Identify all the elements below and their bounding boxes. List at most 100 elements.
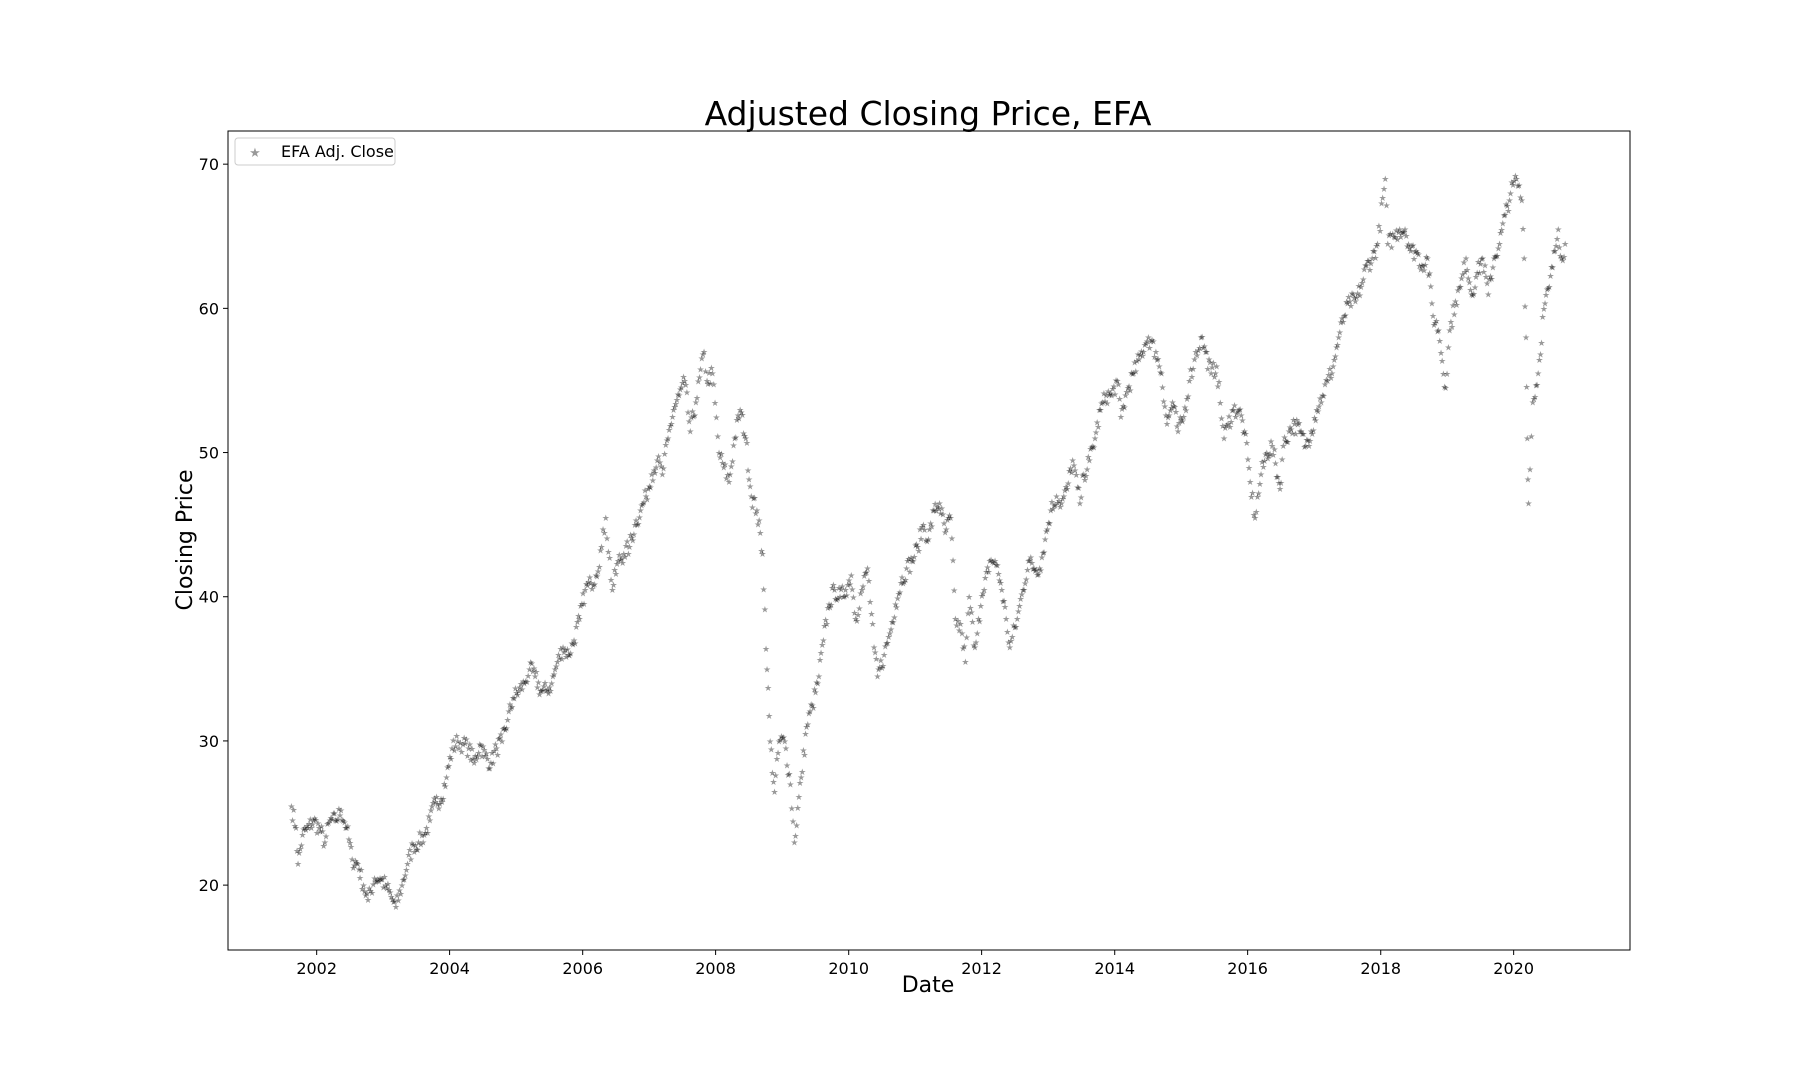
data-point-fill: ★ — [517, 680, 525, 690]
chart-title: Adjusted Closing Price, EFA — [705, 94, 1152, 133]
data-point-fill: ★ — [1411, 248, 1419, 258]
data-point-fill: ★ — [408, 840, 416, 850]
data-point-fill: ★ — [944, 514, 952, 524]
data-point-fill: ★ — [495, 735, 503, 745]
data-point-fill: ★ — [586, 573, 594, 583]
data-point-fill: ★ — [345, 836, 353, 846]
data-point-fill: ★ — [322, 833, 330, 843]
data-point-fill: ★ — [800, 751, 808, 761]
data-point-fill: ★ — [1449, 302, 1457, 312]
data-point-fill: ★ — [1270, 446, 1278, 456]
data-point-fill: ★ — [1511, 172, 1519, 182]
data-point-fill: ★ — [347, 843, 355, 853]
data-point-fill: ★ — [352, 857, 360, 867]
data-point-fill: ★ — [1233, 410, 1241, 420]
data-point-fill: ★ — [1397, 233, 1405, 243]
data-point-fill: ★ — [741, 432, 749, 442]
data-point: ★ — [965, 593, 973, 603]
data-point-fill: ★ — [558, 655, 566, 665]
data-point-fill: ★ — [663, 437, 671, 447]
data-point-fill: ★ — [340, 818, 348, 828]
data-point-fill: ★ — [890, 614, 898, 624]
data-point-fill: ★ — [1422, 253, 1430, 263]
data-point-fill: ★ — [305, 820, 313, 830]
data-point: ★ — [298, 831, 306, 841]
data-point: ★ — [914, 543, 922, 553]
data-point-fill: ★ — [657, 463, 665, 473]
data-point-fill: ★ — [1308, 430, 1316, 440]
data-point-fill: ★ — [501, 726, 509, 736]
data-point-fill: ★ — [312, 816, 320, 826]
data-point-fill: ★ — [760, 585, 768, 595]
data-point-fill: ★ — [793, 822, 801, 832]
data-point-fill: ★ — [477, 742, 485, 752]
data-point-fill: ★ — [773, 755, 781, 765]
data-point: ★ — [842, 586, 850, 596]
y-tick-label: 70 — [199, 155, 219, 174]
data-point-fill: ★ — [357, 866, 365, 876]
data-point-fill: ★ — [840, 593, 848, 603]
plot-area: ★ ★ ★ ★ ★ ★ ★ ★ ★ ★ ★ ★ ★ ★ ★ ★ ★ ★ ★ ★ ★ ★ ★ ★ ★ ★ ★ ★ ★ ★ ★ ★ ★ ★ ★ ★ ★ ★ ★ ★… — [287, 172, 1569, 913]
data-point-fill: ★ — [573, 618, 581, 628]
data-point-fill: ★ — [330, 810, 338, 820]
data-point-fill: ★ — [680, 373, 688, 383]
data-point: ★ — [1451, 298, 1459, 308]
axes-frame — [227, 130, 1631, 951]
data-point: ★ — [431, 798, 439, 808]
data-point-fill: ★ — [666, 422, 674, 432]
data-point: ★ — [1080, 471, 1088, 481]
data-point-fill: ★ — [661, 450, 669, 460]
data-point-fill: ★ — [329, 810, 337, 820]
data-point-fill: ★ — [982, 568, 990, 578]
data-point-fill: ★ — [1531, 393, 1539, 403]
data-point: ★ — [625, 543, 633, 553]
data-point-fill: ★ — [362, 892, 370, 902]
data-point-fill: ★ — [1226, 423, 1234, 433]
data-point-fill: ★ — [1228, 407, 1236, 417]
data-point-fill: ★ — [1394, 229, 1402, 239]
data-point: ★ — [790, 838, 798, 848]
data-point: ★ — [442, 774, 450, 784]
data-point-fill: ★ — [655, 453, 663, 463]
data-point-fill: ★ — [1051, 502, 1059, 512]
data-point-fill: ★ — [1311, 414, 1319, 424]
legend: ★ EFA Adj. Close — [234, 137, 396, 166]
data-point-fill: ★ — [829, 581, 837, 591]
data-point-fill: ★ — [612, 570, 620, 580]
data-point-fill: ★ — [589, 582, 597, 592]
data-point: ★ — [908, 557, 916, 567]
data-point: ★ — [581, 586, 589, 596]
data-point: ★ — [658, 471, 666, 481]
data-point-fill: ★ — [824, 604, 832, 614]
data-point-fill: ★ — [393, 891, 401, 901]
data-point-fill: ★ — [946, 511, 954, 521]
data-point-fill: ★ — [662, 441, 670, 451]
x-tick-label: 2004 — [429, 959, 470, 978]
data-point-fill: ★ — [1007, 637, 1015, 647]
data-point-fill: ★ — [721, 461, 729, 471]
data-point-fill: ★ — [846, 581, 854, 591]
data-point-fill: ★ — [843, 591, 851, 601]
data-point-fill: ★ — [386, 889, 394, 899]
data-point: ★ — [1025, 557, 1033, 567]
data-point-fill: ★ — [499, 725, 507, 735]
data-point-fill: ★ — [356, 874, 364, 884]
data-point-fill: ★ — [1345, 293, 1353, 303]
data-point-fill: ★ — [399, 876, 407, 886]
data-point-fill: ★ — [1176, 413, 1184, 423]
data-point-fill: ★ — [1358, 279, 1366, 289]
data-point-fill: ★ — [755, 516, 763, 526]
data-point: ★ — [493, 745, 501, 755]
data-point-fill: ★ — [323, 820, 331, 830]
data-point-fill: ★ — [1205, 356, 1213, 366]
x-tick-label: 2020 — [1493, 959, 1534, 978]
data-point-fill: ★ — [1328, 369, 1336, 379]
data-point-fill: ★ — [954, 617, 962, 627]
data-point: ★ — [570, 637, 578, 647]
data-point-fill: ★ — [1521, 302, 1529, 312]
data-point: ★ — [1525, 500, 1533, 510]
data-point-fill: ★ — [1104, 387, 1112, 397]
data-point-fill: ★ — [1137, 347, 1145, 357]
data-point-fill: ★ — [1055, 497, 1063, 507]
data-point-fill: ★ — [978, 592, 986, 602]
